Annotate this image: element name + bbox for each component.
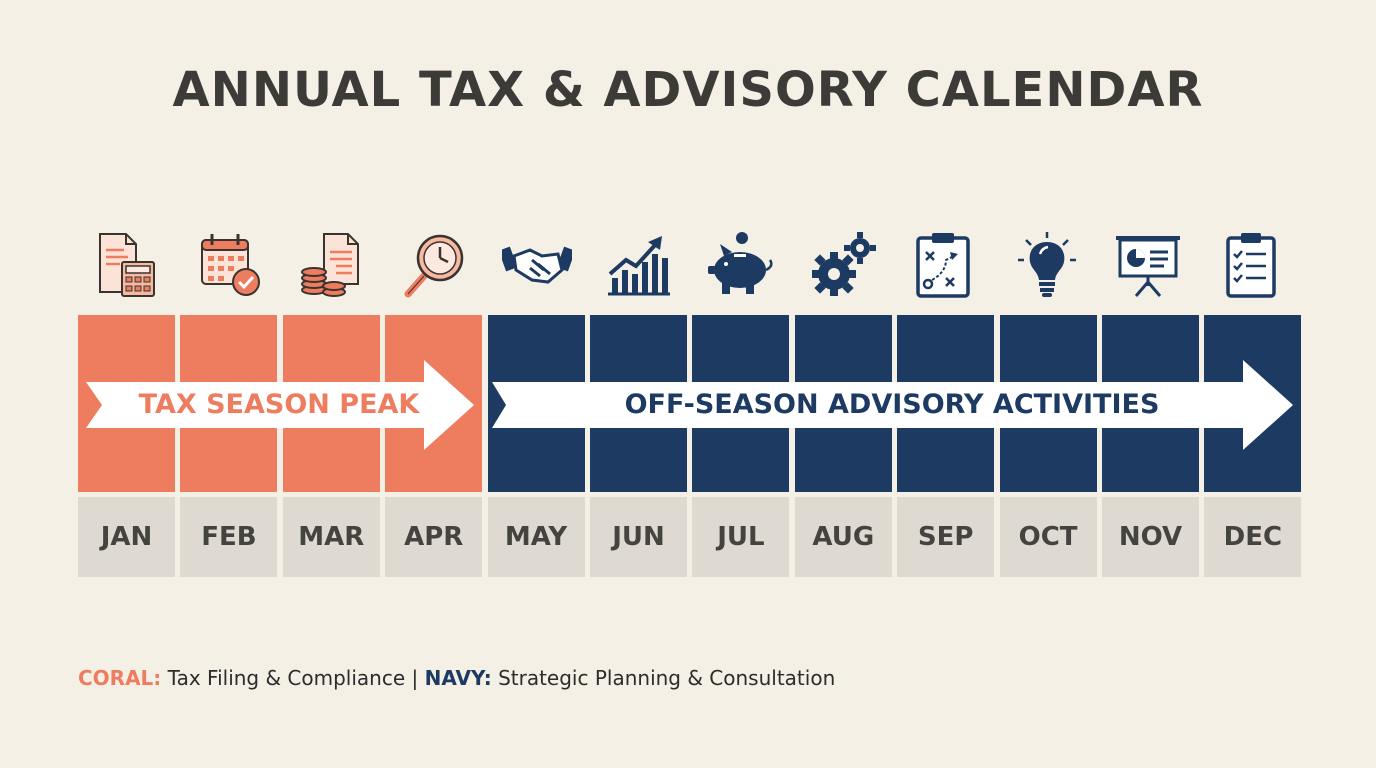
presentation-icon [1098, 230, 1198, 300]
checklist-icon [1200, 230, 1300, 300]
month-mar: MAR [282, 497, 380, 577]
strategy-board-icon [894, 230, 994, 300]
month-oct: OCT [999, 497, 1097, 577]
month-apr: APR [385, 497, 483, 577]
gears-icon [792, 230, 892, 300]
lightbulb-icon [996, 230, 1096, 300]
month-jun: JUN [590, 497, 687, 577]
month-aug: AUG [794, 497, 892, 577]
month-feb: FEB [180, 497, 278, 577]
month-row: JAN FEB MAR APR MAY JUN JUL AUG SEP OCT NOV DEC [78, 497, 1302, 577]
legend-coral-key: CORAL: [78, 666, 162, 690]
phase-arrows [86, 360, 1293, 450]
month-jul: JUL [692, 497, 790, 577]
month-dec: DEC [1204, 497, 1302, 577]
legend-navy-key: NAVY: [424, 666, 492, 690]
legend-navy-text: Strategic Planning & Consultation [498, 666, 836, 690]
tax-season-label: TAX SEASON PEAK [138, 389, 420, 420]
month-jan: JAN [78, 497, 175, 577]
season-band: TAX SEASON PEAK OFF-SEASON ADVISORY ACTI… [78, 315, 1302, 492]
handshake-icon [486, 230, 586, 300]
coins-document-icon [282, 230, 382, 300]
piggy-bank-icon [690, 230, 790, 300]
calculator-document-icon [78, 230, 178, 300]
tax-season-arrow [86, 360, 474, 450]
icons-row [78, 230, 1300, 300]
page-title: ANNUAL TAX & ADVISORY CALENDAR [172, 62, 1204, 118]
month-may: MAY [487, 497, 585, 577]
advisory-label: OFF-SEASON ADVISORY ACTIVITIES [624, 389, 1160, 420]
month-sep: SEP [897, 497, 995, 577]
growth-chart-icon [588, 230, 688, 300]
calendar-check-icon [180, 230, 280, 300]
legend-coral-text: Tax Filing & Compliance [167, 666, 406, 690]
month-nov: NOV [1102, 497, 1199, 577]
magnifier-clock-icon [384, 230, 484, 300]
legend-separator: | [411, 666, 419, 690]
advisory-arrow [492, 360, 1293, 450]
legend: CORAL: Tax Filing & Compliance | NAVY: S… [78, 666, 835, 690]
